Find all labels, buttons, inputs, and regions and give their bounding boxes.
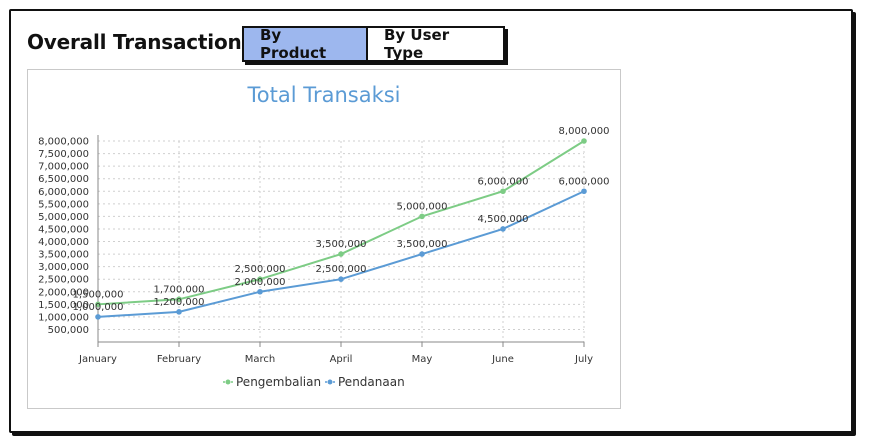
data-point: [176, 309, 182, 315]
data-point: [419, 213, 425, 220]
data-point: [338, 251, 344, 257]
x-tick-label: May: [412, 354, 433, 365]
y-tick-label: 1,500,000: [38, 300, 89, 311]
x-tick-label: July: [574, 354, 593, 365]
line-chart: Total Transaksi500,0001,000,0001,500,000…: [38, 83, 610, 389]
data-label: 1,200,000: [154, 297, 205, 308]
data-label: 8,000,000: [559, 126, 610, 137]
x-tick-label: June: [491, 354, 514, 365]
data-label: 1,500,000: [73, 289, 124, 300]
x-tick-label: January: [78, 354, 117, 365]
data-label: 6,000,000: [478, 176, 529, 187]
data-label: 2,500,000: [316, 264, 367, 275]
chart-title: Total Transaksi: [246, 83, 400, 107]
y-tick-label: 3,500,000: [38, 250, 89, 261]
data-label: 4,500,000: [478, 214, 529, 225]
data-point: [95, 301, 101, 308]
page-title: Overall Transactions: [27, 30, 254, 54]
data-point: [176, 296, 182, 303]
y-tick-label: 4,000,000: [38, 237, 89, 248]
data-point: [257, 288, 263, 295]
y-tick-label: 7,000,000: [38, 162, 89, 173]
y-tick-label: 2,000,000: [38, 287, 89, 298]
y-tick-label: 3,000,000: [38, 262, 89, 273]
data-point: [95, 314, 101, 320]
y-tick-label: 5,500,000: [38, 199, 89, 210]
tab-by-product[interactable]: By Product: [244, 26, 368, 62]
legend-item-label: Pendanaan: [338, 375, 405, 389]
y-tick-label: 6,000,000: [38, 187, 89, 198]
x-tick-label: April: [330, 354, 353, 365]
x-tick-label: March: [245, 354, 275, 365]
data-label: 3,500,000: [397, 239, 448, 250]
y-tick-label: 5,000,000: [38, 212, 89, 223]
data-point: [581, 138, 587, 144]
chart-container: Total Transaksi 500,000 1,000,000 1,500,000…: [27, 69, 621, 409]
data-label: 1,700,000: [154, 284, 205, 295]
y-tick-label: 500,000: [48, 325, 89, 336]
y-tick-label: 1,000,000: [38, 312, 89, 323]
data-point: [338, 276, 344, 282]
data-label: 2,000,000: [235, 277, 286, 288]
data-label: 2,500,000: [235, 264, 286, 275]
legend-item-label: Pengembalian: [236, 375, 321, 389]
x-tick-label: February: [157, 354, 201, 365]
data-point: [500, 188, 506, 195]
y-tick-label: 6,500,000: [38, 174, 89, 185]
legend-swatch-dot: [225, 379, 231, 385]
data-point: [581, 188, 587, 195]
data-point: [419, 251, 425, 257]
y-tick-label: 7,500,000: [38, 149, 89, 160]
y-tick-label: 4,500,000: [38, 224, 89, 235]
data-point: [257, 276, 263, 282]
y-tick-label: 2,500,000: [38, 275, 89, 286]
legend-swatch-dot: [327, 379, 333, 385]
tab-by-user-type[interactable]: By User Type: [384, 26, 450, 62]
data-label: 5,000,000: [397, 201, 448, 212]
data-label: 1,000,000: [73, 302, 124, 313]
data-label: 6,000,000: [559, 176, 610, 187]
data-label: 3,500,000: [316, 239, 367, 250]
view-toggle: By Product By User Type: [242, 26, 505, 62]
data-point: [500, 226, 506, 232]
y-tick-label: 8,000,000: [38, 137, 89, 148]
